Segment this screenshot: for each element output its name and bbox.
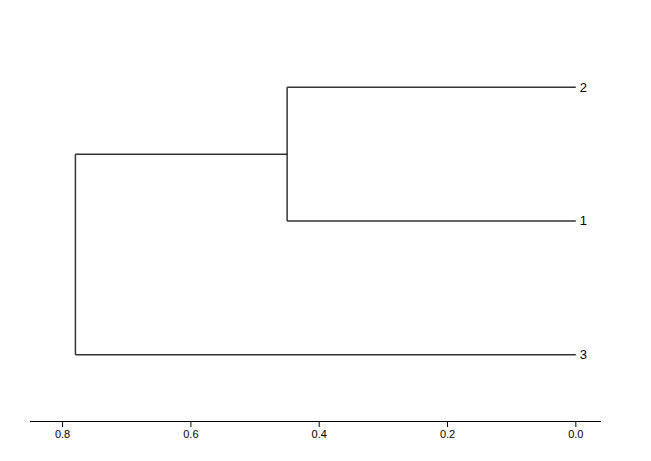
svg-text:1: 1 <box>580 213 587 228</box>
svg-text:2: 2 <box>580 79 587 94</box>
svg-text:0.8: 0.8 <box>55 428 70 440</box>
svg-text:0.6: 0.6 <box>183 428 198 440</box>
svg-text:0.4: 0.4 <box>312 428 327 440</box>
svg-text:0.2: 0.2 <box>440 428 455 440</box>
svg-text:3: 3 <box>580 347 587 362</box>
svg-text:0.0: 0.0 <box>568 428 583 440</box>
